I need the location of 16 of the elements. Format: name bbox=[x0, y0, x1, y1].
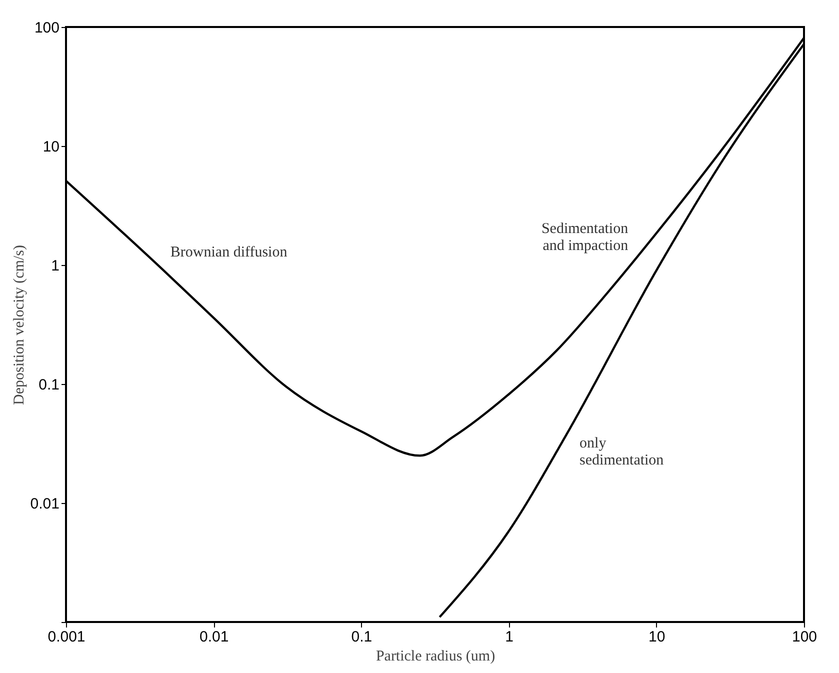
y-tick-label: 100 bbox=[34, 20, 60, 36]
x-axis-title: Particle radius (um) bbox=[376, 648, 496, 664]
x-tick-label: 10 bbox=[648, 628, 666, 646]
y-tick-label: 0.01 bbox=[30, 496, 60, 512]
annotation: Sedimentation and impaction bbox=[541, 221, 629, 254]
x-tick-label: 0.1 bbox=[351, 628, 372, 646]
annotation: only sedimentation bbox=[580, 435, 664, 468]
y-tick-label: 10 bbox=[42, 138, 60, 156]
y-tick-label: 0.1 bbox=[38, 376, 60, 394]
annotation: Brownian diffusion bbox=[170, 244, 288, 260]
x-tick-label: 0.01 bbox=[200, 628, 229, 646]
x-tick-label: 0.001 bbox=[48, 628, 86, 646]
x-tick-label: 100 bbox=[792, 628, 818, 646]
y-tick-label: 1 bbox=[51, 258, 60, 274]
x-tick-label: 1 bbox=[505, 628, 514, 646]
y-axis-title: Deposition velocity (cm/s) bbox=[11, 245, 28, 405]
